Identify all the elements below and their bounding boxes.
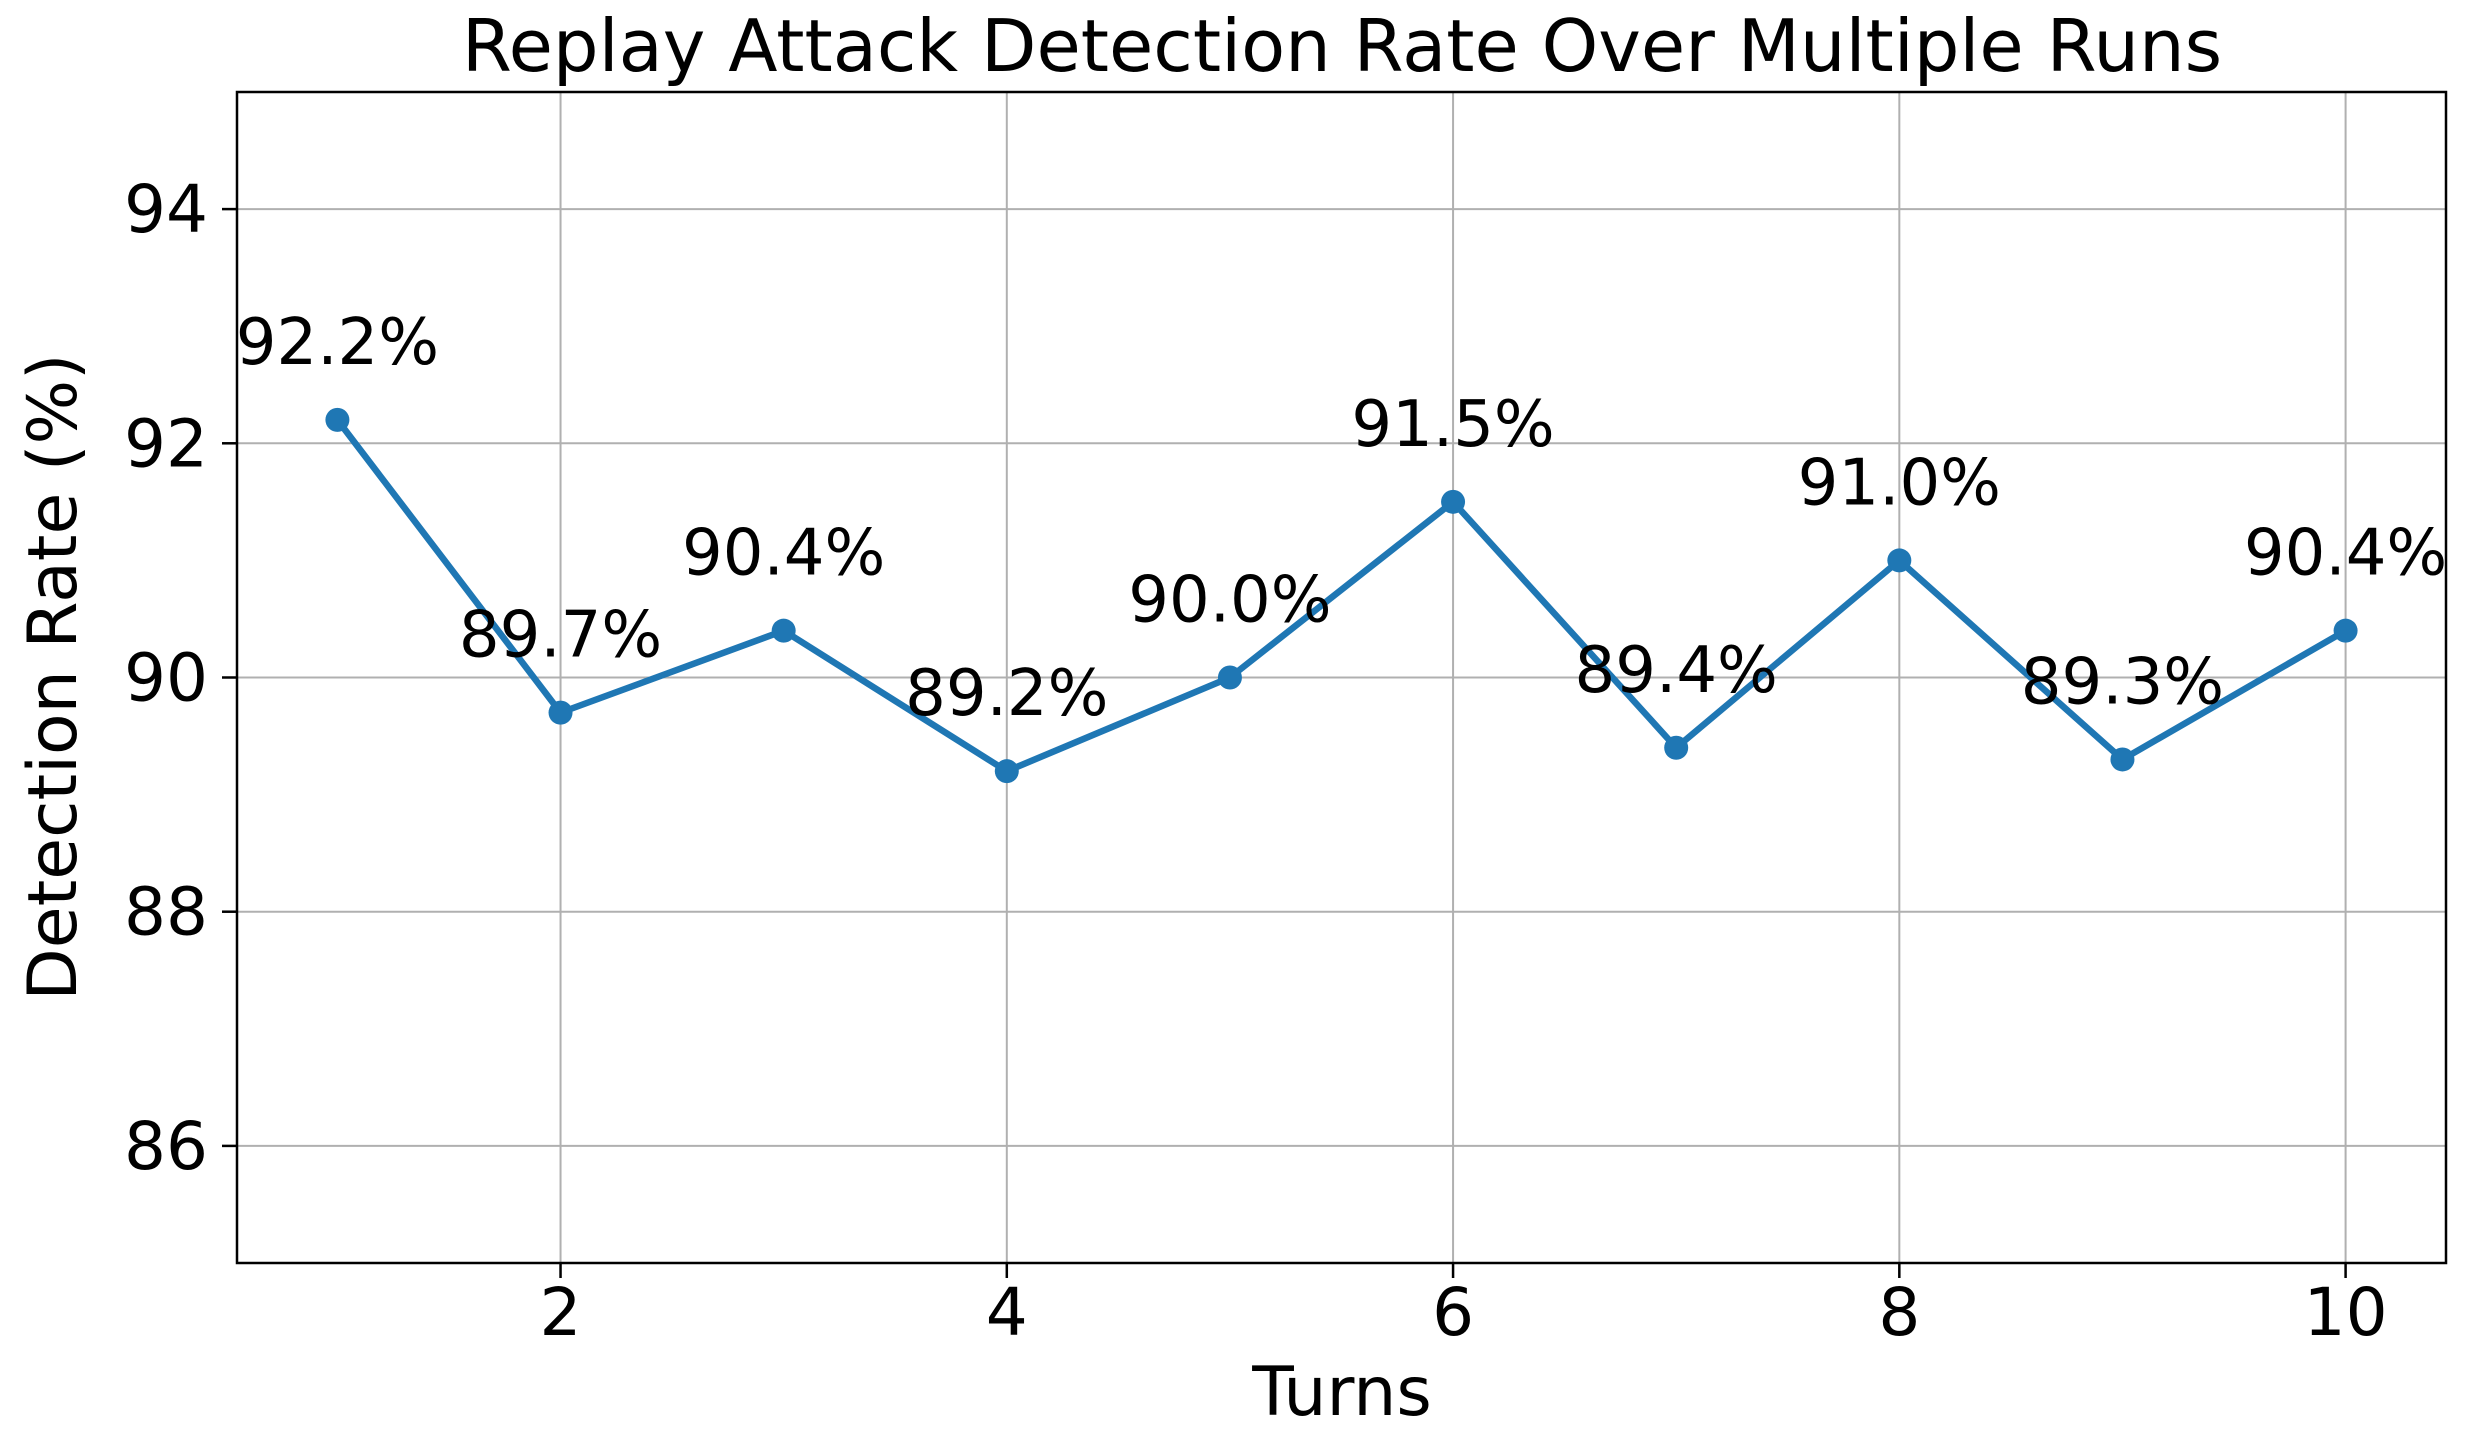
y-tick-label: 86 — [124, 1108, 208, 1185]
x-tick-label: 4 — [986, 1274, 1028, 1351]
data-point-marker — [771, 618, 796, 643]
annotation-layer: 92.2% 89.7% 90.4% 89.2% 90.0% 91.5% 89.4% 91.0%… — [236, 306, 2447, 731]
data-point-marker — [548, 700, 573, 725]
x-tick-label: 6 — [1432, 1274, 1474, 1351]
y-tick-label: 92 — [124, 405, 208, 482]
axes-layer: 2 4 6 8 10 86 88 90 92 94 — [124, 90, 2448, 1351]
data-point-marker — [1441, 489, 1466, 514]
grid-layer — [237, 92, 2446, 1263]
data-point-marker — [325, 407, 350, 432]
data-point-label: 92.2% — [236, 306, 439, 380]
data-point-marker — [2110, 747, 2135, 772]
data-point-marker — [2333, 618, 2358, 643]
x-tick-label: 10 — [2304, 1274, 2388, 1351]
data-point-label: 90.4% — [2244, 517, 2447, 591]
data-point-label: 90.4% — [682, 517, 885, 591]
data-point-label: 89.2% — [905, 657, 1108, 731]
y-tick-label: 90 — [124, 640, 208, 717]
data-point-label: 89.3% — [2021, 645, 2224, 719]
detection-rate-line — [334, 416, 2349, 775]
data-point-label: 89.7% — [459, 599, 662, 673]
data-point-label: 91.5% — [1351, 388, 1554, 462]
x-tick-label: 8 — [1878, 1274, 1920, 1351]
y-tick-label: 88 — [124, 874, 208, 951]
data-point-marker — [1217, 665, 1242, 690]
data-point-label: 91.0% — [1798, 446, 2001, 520]
data-point-marker — [994, 759, 1019, 784]
series-layer — [325, 407, 2358, 784]
data-point-marker — [1887, 548, 1912, 573]
x-tick-label: 2 — [540, 1274, 582, 1351]
data-point-label: 89.4% — [1575, 634, 1778, 708]
y-axis-label: Detection Rate (%) — [14, 353, 93, 1000]
x-axis-label: Turns — [1251, 1353, 1432, 1432]
chart-title: Replay Attack Detection Rate Over Multip… — [462, 4, 2222, 88]
data-point-label: 90.0% — [1128, 564, 1331, 638]
data-point-marker — [1664, 735, 1689, 760]
y-tick-label: 94 — [124, 171, 208, 248]
